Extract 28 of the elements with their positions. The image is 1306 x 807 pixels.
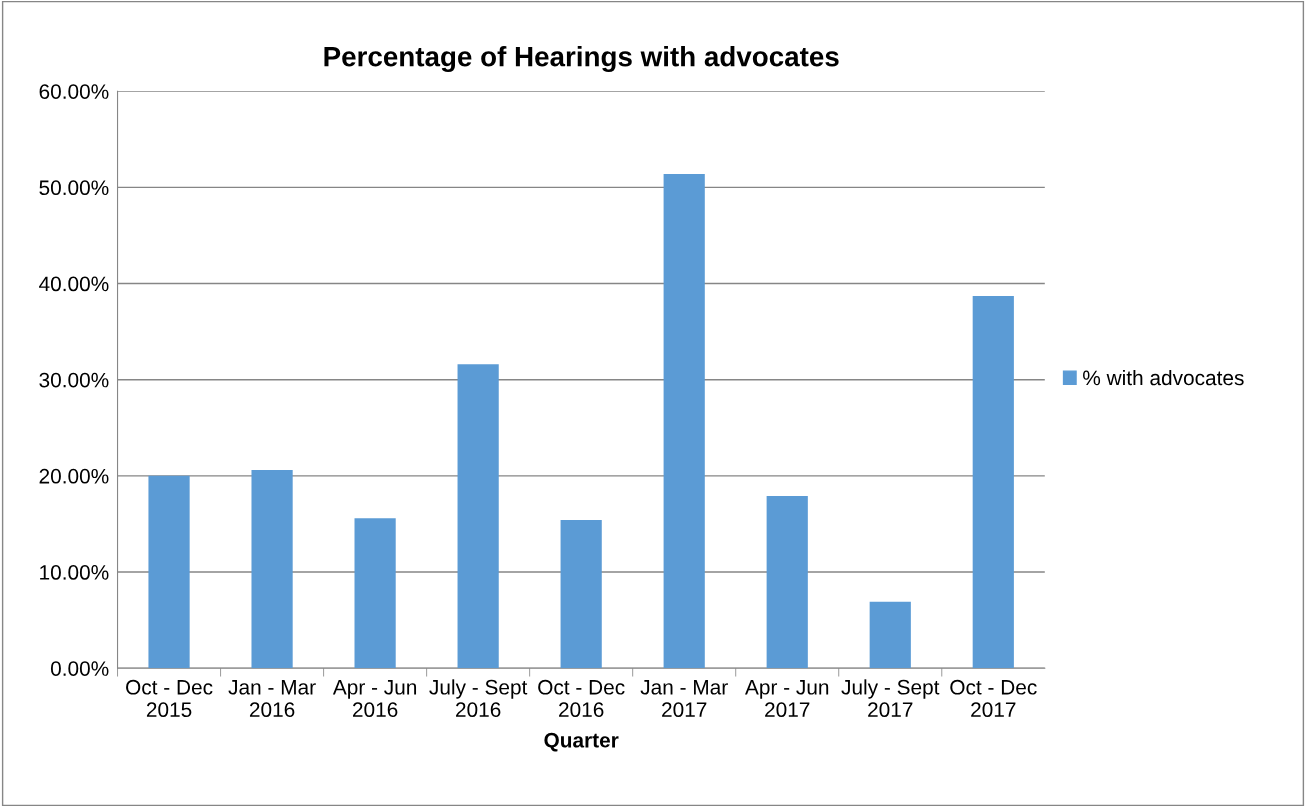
x-axis-title: Quarter <box>544 732 619 752</box>
x-tick-label: Oct - Dec 2016 <box>538 679 625 718</box>
bar <box>560 520 602 669</box>
chart-title: Percentage of Hearings with advocates <box>324 46 839 73</box>
bar <box>663 173 705 669</box>
bar <box>148 475 190 669</box>
x-tick-label: July - Sept 2017 <box>841 679 940 718</box>
y-tick-label: 50.00% <box>39 180 109 196</box>
x-tick-label: Apr - Jun 2017 <box>745 680 829 718</box>
y-tick-label: 60.00% <box>39 84 109 99</box>
x-tick-label: Apr - Jun 2016 <box>332 680 417 718</box>
bar <box>457 364 499 669</box>
y-tick-label: 20.00% <box>39 468 109 484</box>
x-tick-label: Oct - Dec 2017 <box>950 679 1037 718</box>
y-tick-label: 10.00% <box>40 565 109 580</box>
y-tick-label: 40.00% <box>39 276 109 292</box>
bar <box>869 601 911 669</box>
x-tick-label: Oct - Dec 2015 <box>126 679 213 718</box>
y-tick-label: 30.00% <box>39 372 109 388</box>
x-tick-label: Jan - Mar 2017 <box>640 680 728 718</box>
y-tick-label: 0.00% <box>50 661 109 676</box>
bar <box>766 496 808 669</box>
bar <box>251 470 293 669</box>
bar <box>972 296 1014 669</box>
x-tick-label: July - Sept 2016 <box>429 679 528 718</box>
bar <box>354 518 396 669</box>
x-tick-label: Jan - Mar 2016 <box>228 680 316 718</box>
legend-label: % with advocates <box>1083 369 1244 386</box>
